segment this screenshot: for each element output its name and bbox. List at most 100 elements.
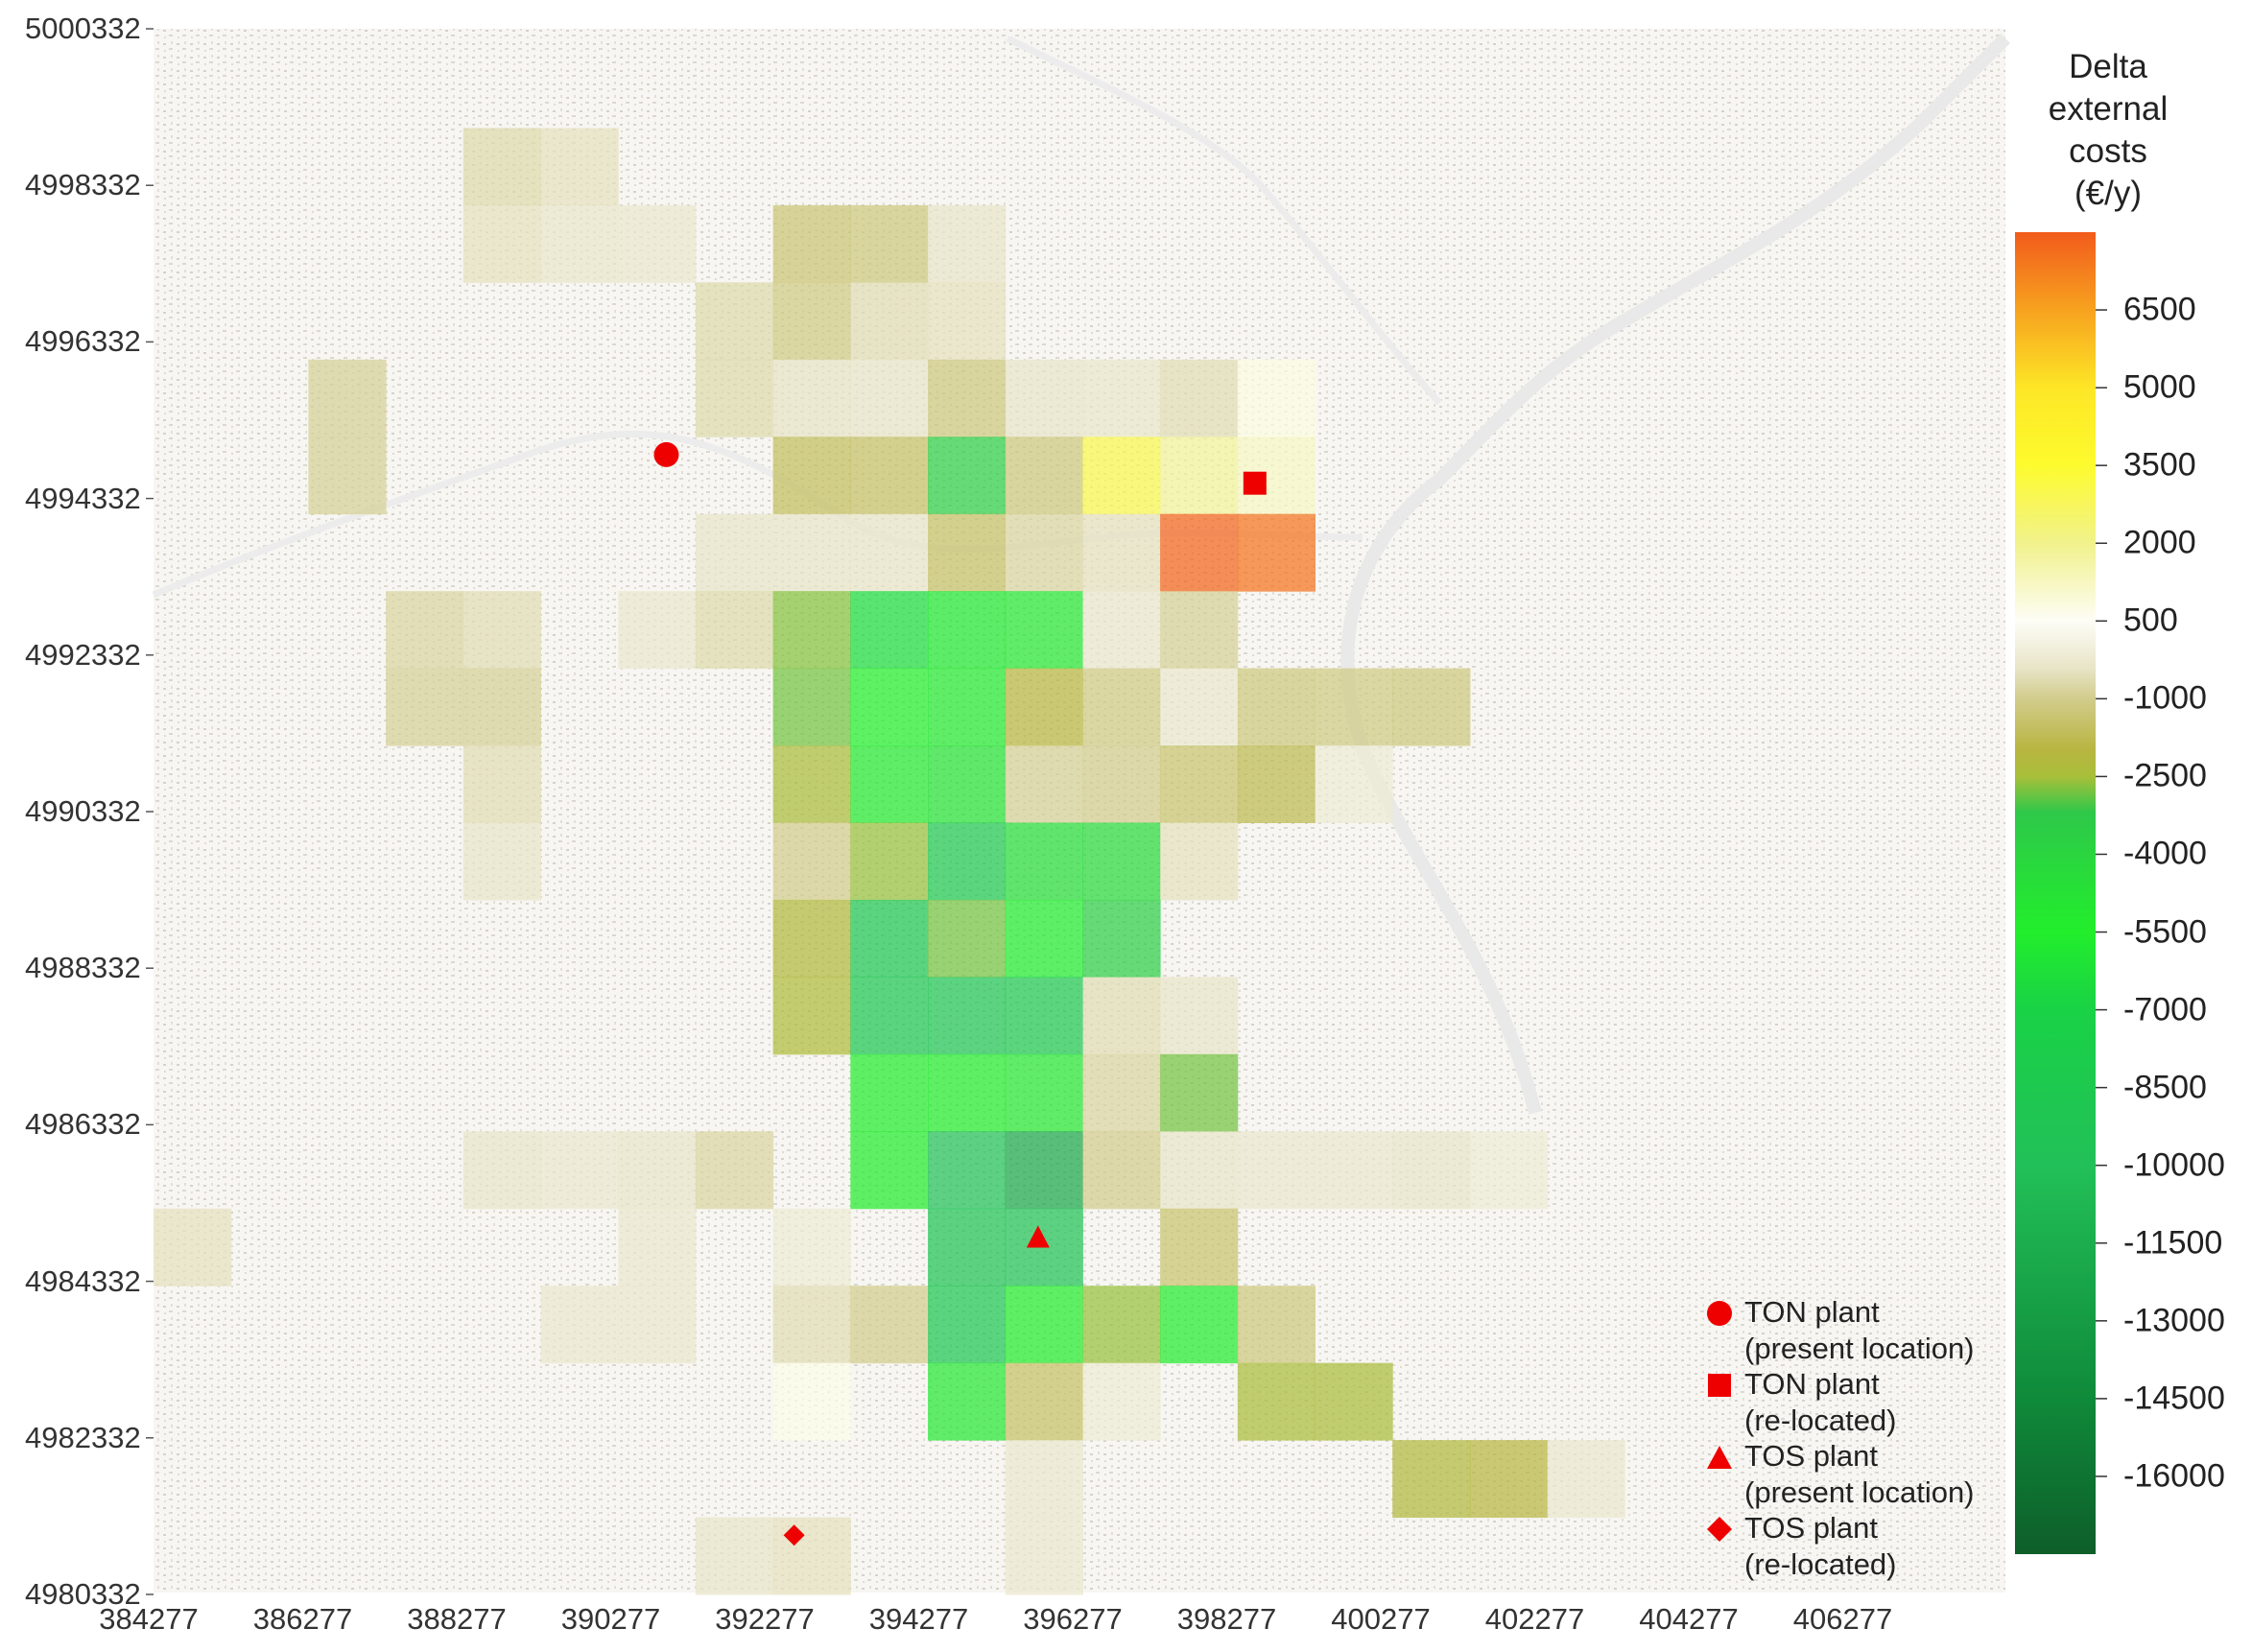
diamond-icon [1707, 1517, 1732, 1542]
grid-cell [1315, 668, 1393, 746]
grid-cell [618, 1131, 697, 1210]
grid-cell [1005, 822, 1083, 901]
grid-cell [850, 591, 929, 670]
grid-cell [695, 1131, 774, 1210]
plant-marker-diamond [783, 1524, 805, 1546]
colorbar-gradient [2015, 232, 2096, 1554]
grid-cell [1392, 668, 1471, 746]
x-tick-label: 406277 [1792, 1602, 1893, 1636]
x-tick-label: 394277 [868, 1602, 969, 1636]
x-tick-label: 388277 [407, 1602, 507, 1636]
x-tick-label: 402277 [1484, 1602, 1585, 1636]
y-tick-label: 4980332 [25, 1577, 141, 1611]
grid-cell [1237, 359, 1316, 437]
grid-cell [928, 745, 1007, 823]
grid-cell [618, 591, 697, 670]
grid-cell [928, 204, 1007, 283]
grid-cell [772, 1286, 851, 1364]
grid-cell [1005, 745, 1083, 823]
grid-cell [462, 745, 541, 823]
grid-cell [154, 1208, 232, 1286]
grid-cell [1160, 513, 1239, 592]
grid-cell [1160, 1208, 1239, 1286]
grid-cell [928, 591, 1007, 670]
grid-cell [772, 282, 851, 361]
x-tick-label: 400277 [1331, 1602, 1431, 1636]
grid-cell [850, 1053, 929, 1132]
legend-label: TON plant [1744, 1295, 1880, 1329]
grid-cell [1005, 1053, 1083, 1132]
grid-cell [1005, 899, 1083, 978]
grid-cell [386, 668, 464, 746]
grid-cell [462, 668, 541, 746]
grid-cell [540, 128, 619, 206]
grid-cell [1469, 1440, 1549, 1519]
grid-cell [462, 822, 541, 901]
colorbar-title-line: costs [2069, 132, 2147, 170]
x-tick-label: 386277 [252, 1602, 353, 1636]
grid-cell [928, 1131, 1007, 1210]
grid-cell [1005, 359, 1083, 437]
grid-cell [1082, 668, 1161, 746]
colorbar-tick-label: -11500 [2123, 1224, 2223, 1262]
grid-cell [1082, 1362, 1161, 1441]
y-tick-label: 4994332 [25, 481, 141, 515]
grid-cell [1160, 977, 1239, 1055]
grid-cell [772, 822, 851, 901]
grid-cell [1005, 1286, 1083, 1364]
grid-cell [850, 899, 929, 978]
grid-cell [462, 128, 541, 206]
grid-cell [850, 513, 929, 592]
grid-cell [462, 591, 541, 670]
grid-cell [928, 513, 1007, 592]
grid-cell [1082, 359, 1161, 437]
grid-cell [928, 1053, 1007, 1132]
y-axis-ticks [146, 28, 154, 1595]
square-icon [1708, 1374, 1731, 1397]
grid-cell [850, 1131, 929, 1210]
grid-cell [1315, 1362, 1393, 1441]
colorbar-title-line: Delta [2069, 48, 2147, 85]
grid-cell [1237, 1362, 1316, 1441]
grid-cell [1547, 1440, 1625, 1519]
grid-cell [1082, 899, 1161, 978]
grid-cell [1005, 1131, 1083, 1210]
grid-cell [928, 359, 1007, 437]
grid-cell [1315, 1131, 1393, 1210]
colorbar-title-line: external [2048, 90, 2169, 128]
grid-cell [1160, 822, 1239, 901]
grid-cell [850, 282, 929, 361]
colorbar [2015, 232, 2107, 1554]
grid-cell [928, 822, 1007, 901]
legend-label: TOS plant [1744, 1439, 1879, 1473]
grid-cell [1392, 1440, 1471, 1519]
grid-cell [1237, 668, 1316, 746]
grid-cell [1237, 1131, 1316, 1210]
plant-marker-circle [653, 441, 679, 467]
grid-cell [850, 359, 929, 437]
grid-cell [1082, 591, 1161, 670]
colorbar-tick-label: -14500 [2123, 1380, 2225, 1417]
grid-cell [850, 977, 929, 1055]
grid-cell [1237, 745, 1316, 823]
legend-label: (re-located) [1744, 1547, 1897, 1581]
grid-cell [772, 977, 851, 1055]
grid-cell [1082, 513, 1161, 592]
grid-cell [540, 204, 619, 283]
grid-cell [1082, 1286, 1161, 1364]
grid-cell [928, 668, 1007, 746]
plant-marker-square [1243, 471, 1267, 495]
grid-cell [695, 1517, 774, 1595]
x-tick-label: 398277 [1176, 1602, 1277, 1636]
grid-cell [1082, 1131, 1161, 1210]
grid-cell [1005, 1440, 1083, 1519]
colorbar-tick-label: -2500 [2123, 757, 2207, 794]
grid-cell [772, 591, 851, 670]
grid-cell [386, 591, 464, 670]
grid-cell [772, 1208, 851, 1286]
grid-cell [1005, 1517, 1083, 1595]
grid-cell [1160, 668, 1239, 746]
grid-cell [1082, 437, 1161, 515]
